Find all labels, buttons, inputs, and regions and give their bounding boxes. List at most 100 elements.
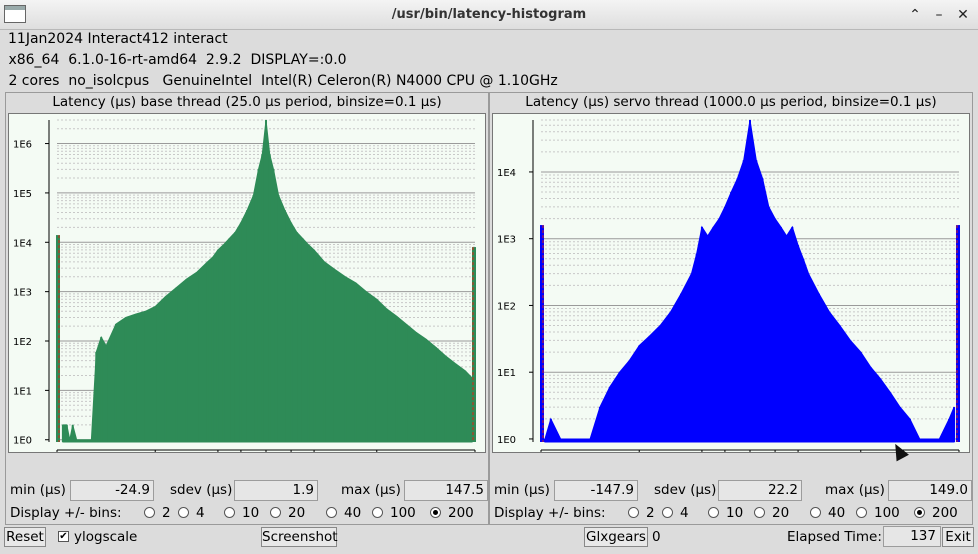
radio-button-icon[interactable] <box>270 507 281 518</box>
radio-button-icon[interactable] <box>372 507 383 518</box>
glxgears-button[interactable]: Glxgears <box>584 527 648 547</box>
servo-bar <box>899 407 902 442</box>
radio-button-icon[interactable] <box>662 507 673 518</box>
base-bar <box>454 363 457 442</box>
servo-bar <box>742 160 745 442</box>
servo-bar <box>669 311 672 442</box>
close-icon[interactable]: ✕ <box>957 7 969 23</box>
base-bar <box>301 238 304 442</box>
minimize-icon[interactable]: – <box>935 7 943 23</box>
servo-thread-panel: Latency (µs) servo thread (1000.0 µs per… <box>489 92 973 525</box>
servo-ytick-label: 1E0 <box>497 435 516 446</box>
base-bar <box>124 317 127 442</box>
servo-ytick-label: 1E4 <box>497 168 516 179</box>
radio-button-icon[interactable] <box>326 507 337 518</box>
servo-bar <box>659 325 662 442</box>
servo-sdev-value: 22.2 <box>718 480 802 501</box>
servo-bar <box>774 218 777 442</box>
screenshot-button[interactable]: Screenshot <box>261 527 338 547</box>
radio-label: 100 <box>874 505 900 521</box>
servo-bar <box>608 387 611 442</box>
radio-label: 200 <box>932 505 958 521</box>
servo-bins-option-200[interactable]: 200 <box>914 505 958 523</box>
reset-button[interactable]: Reset <box>4 527 46 547</box>
base-bar <box>405 324 408 442</box>
base-bar <box>268 154 271 442</box>
base-max-value: 147.5 <box>404 480 488 501</box>
radio-button-icon[interactable] <box>628 507 639 518</box>
servo-bins-option-2[interactable]: 2 <box>628 505 655 523</box>
servo-bins-option-40[interactable]: 40 <box>810 505 845 523</box>
servo-bins-option-4[interactable]: 4 <box>662 505 689 523</box>
servo-bins-option-100[interactable]: 100 <box>856 505 900 523</box>
base-bar <box>295 232 298 442</box>
base-bar <box>272 169 275 442</box>
servo-max-value: 149.0 <box>888 480 972 501</box>
servo-sdev-label: sdev (µs) <box>654 482 717 498</box>
radio-button-icon[interactable] <box>810 507 821 518</box>
radio-button-icon[interactable] <box>708 507 719 518</box>
radio-label: 2 <box>646 505 655 521</box>
servo-bins-option-10[interactable]: 10 <box>708 505 743 523</box>
servo-bar <box>598 407 601 442</box>
radio-button-icon[interactable] <box>430 507 441 518</box>
servo-bar <box>700 226 703 442</box>
base-bins-option-2[interactable]: 2 <box>144 505 171 523</box>
base-bar <box>354 282 357 442</box>
base-bar <box>385 308 388 442</box>
base-bar <box>68 439 71 442</box>
base-bins-option-100[interactable]: 100 <box>372 505 416 523</box>
base-bar <box>222 244 225 442</box>
radio-label: 20 <box>772 505 790 521</box>
radio-button-icon[interactable] <box>914 507 925 518</box>
radio-button-icon[interactable] <box>144 507 155 518</box>
servo-bar <box>589 438 592 442</box>
window-titlebar[interactable]: /usr/bin/latency-histogram ⌃ – ✕ <box>0 0 978 30</box>
maximize-icon[interactable]: ⌃ <box>909 7 921 23</box>
servo-bar <box>791 226 794 442</box>
base-bins-option-20[interactable]: 20 <box>270 505 305 523</box>
servo-bar <box>958 225 960 442</box>
base-bins-option-40[interactable]: 40 <box>326 505 361 523</box>
base-bar <box>95 351 98 442</box>
servo-bar <box>695 253 698 442</box>
exit-button[interactable]: Exit <box>942 527 974 547</box>
servo-bins-option-20[interactable]: 20 <box>754 505 789 523</box>
radio-button-icon[interactable] <box>178 507 189 518</box>
servo-bar <box>648 335 651 442</box>
servo-bar <box>755 160 758 442</box>
base-bar <box>80 439 83 442</box>
base-bar <box>246 210 249 442</box>
base-bar <box>185 279 188 442</box>
servo-stats: min (µs) -147.9 sdev (µs) 22.2 max (µs) … <box>492 480 972 502</box>
base-bar <box>444 355 447 442</box>
base-bar <box>105 345 108 442</box>
base-bar <box>365 291 368 442</box>
base-bar <box>234 232 237 442</box>
servo-min-label: min (µs) <box>494 482 550 498</box>
info-host-line: 11Jan2024 Interact412 interact <box>8 31 228 47</box>
radio-button-icon[interactable] <box>856 507 867 518</box>
servo-ytick-label: 1E2 <box>497 301 516 312</box>
base-bar <box>216 249 219 442</box>
radio-button-icon[interactable] <box>224 507 235 518</box>
radio-button-icon[interactable] <box>754 507 765 518</box>
base-bar <box>395 316 398 442</box>
servo-bar <box>543 438 546 442</box>
base-histogram-area <box>62 119 473 443</box>
servo-bar <box>838 325 841 442</box>
base-bins-option-200[interactable]: 200 <box>430 505 474 523</box>
base-bins-option-4[interactable]: 4 <box>178 505 205 523</box>
base-bins-option-10[interactable]: 10 <box>224 505 259 523</box>
servo-bar <box>817 293 820 442</box>
radio-label: 200 <box>448 505 474 521</box>
servo-bar <box>802 258 805 442</box>
servo-min-value: -147.9 <box>554 480 638 501</box>
base-plot-title: Latency (µs) base thread (25.0 µs period… <box>52 94 442 110</box>
ylogscale-checkbox[interactable]: ✔ <box>58 531 69 542</box>
base-bar <box>434 347 437 442</box>
servo-bar <box>718 218 721 442</box>
servo-bar <box>869 366 872 442</box>
